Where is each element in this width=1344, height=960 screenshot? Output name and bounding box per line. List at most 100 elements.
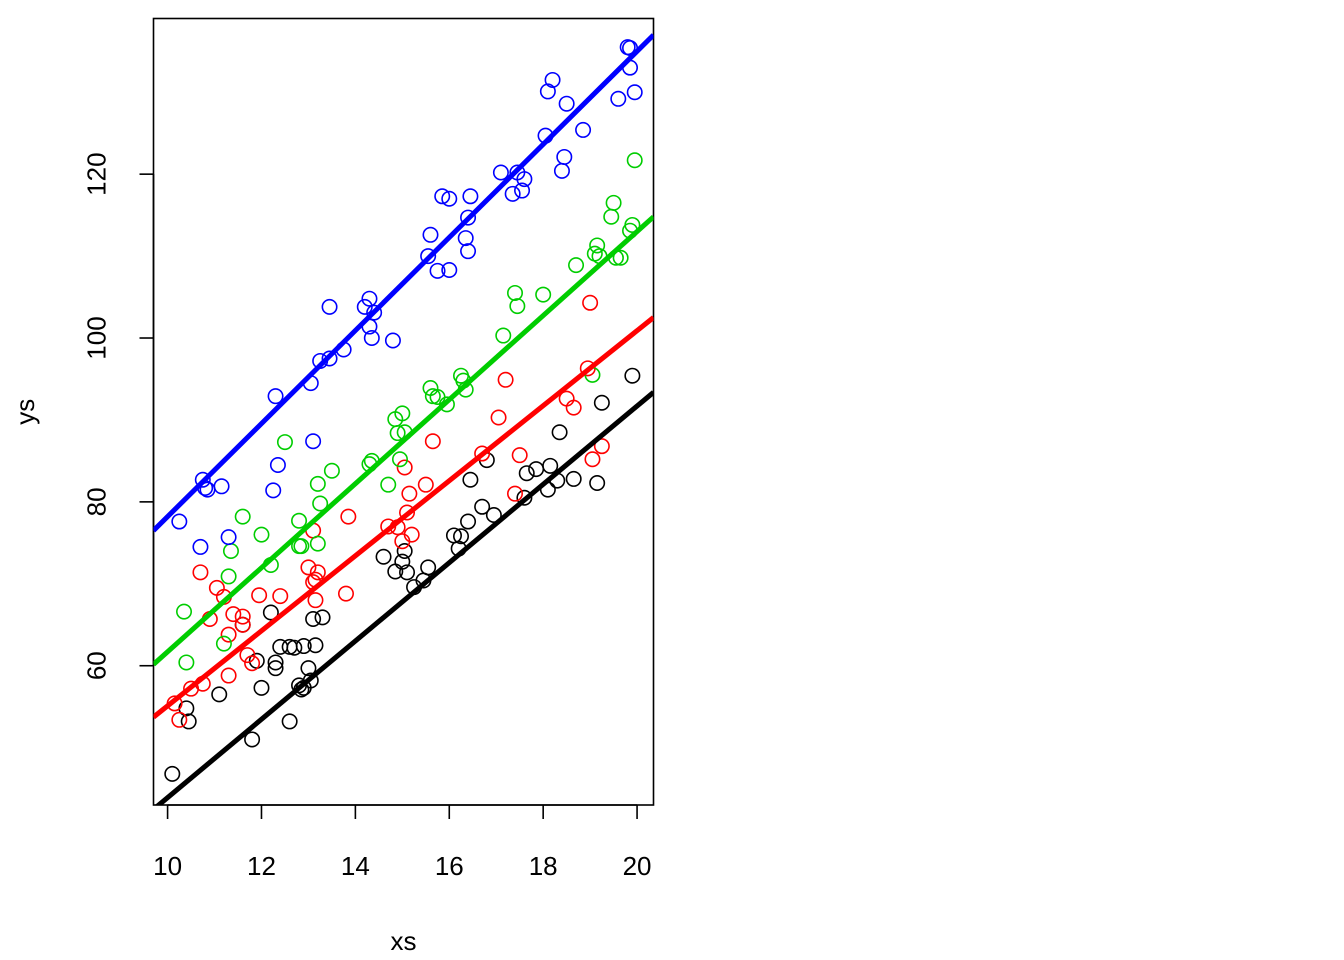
data-point: [460, 513, 477, 530]
data-point: [293, 538, 310, 555]
y-tick-label: 60: [82, 651, 112, 680]
data-point: [164, 765, 181, 782]
y-tick-label: 100: [82, 316, 112, 359]
data-point: [234, 616, 251, 633]
data-point: [399, 564, 416, 581]
data-point: [394, 405, 411, 422]
data-point: [305, 433, 322, 450]
data-point: [307, 637, 324, 654]
data-point: [192, 538, 209, 555]
data-point: [220, 568, 237, 585]
data-point: [380, 476, 397, 493]
data-point: [305, 611, 322, 628]
data-point: [518, 465, 535, 482]
data-point: [593, 438, 610, 455]
regression-line-2: [153, 214, 654, 667]
x-tick-label: 10: [153, 851, 182, 881]
data-point: [582, 294, 599, 311]
x-axis: 10 12 14 16 18 20: [153, 804, 652, 881]
data-point: [624, 216, 641, 233]
data-point: [194, 471, 211, 488]
data-point: [251, 587, 268, 604]
data-point: [626, 152, 643, 169]
data-point: [281, 713, 298, 730]
data-point: [363, 330, 380, 347]
data-point: [422, 379, 439, 396]
data-point: [399, 504, 416, 521]
data-point: [438, 396, 455, 413]
data-point: [485, 506, 502, 523]
data-point: [239, 647, 256, 664]
data-point: [497, 371, 514, 388]
data-point: [366, 304, 383, 321]
x-tick-label: 18: [529, 851, 558, 881]
data-point: [314, 609, 331, 626]
data-point: [225, 606, 242, 623]
data-point: [535, 286, 552, 303]
data-point: [220, 626, 237, 643]
data-point: [267, 660, 284, 677]
data-point: [553, 162, 570, 179]
data-point: [321, 350, 338, 367]
data-point: [180, 713, 197, 730]
data-point: [544, 71, 561, 88]
data-point: [272, 588, 289, 605]
data-point: [401, 485, 418, 502]
x-tick-label: 14: [341, 851, 370, 881]
data-point: [211, 686, 228, 703]
series-3: [171, 39, 643, 555]
data-point: [507, 284, 524, 301]
data-point: [462, 188, 479, 205]
data-point: [253, 679, 270, 696]
data-point: [516, 171, 533, 188]
data-point: [244, 655, 261, 672]
data-point: [542, 457, 559, 474]
data-point: [417, 476, 434, 493]
data-point: [511, 447, 528, 464]
data-point: [441, 262, 458, 279]
data-point: [269, 457, 286, 474]
data-point: [222, 543, 239, 560]
data-point: [323, 462, 340, 479]
data-point: [171, 513, 188, 530]
data-point: [286, 639, 303, 656]
data-point: [495, 327, 512, 344]
data-point: [589, 237, 606, 254]
data-point: [309, 535, 326, 552]
data-point: [396, 543, 413, 560]
x-tick-label: 16: [435, 851, 464, 881]
data-point: [215, 635, 232, 652]
data-point: [504, 185, 521, 202]
data-point: [267, 388, 284, 405]
data-point: [460, 209, 477, 226]
data-point: [356, 298, 373, 315]
data-point: [300, 660, 317, 677]
data-point: [420, 559, 437, 576]
data-point: [422, 226, 439, 243]
data-point: [626, 84, 643, 101]
data-point: [171, 711, 188, 728]
data-point: [528, 461, 545, 478]
series-0: [164, 367, 641, 782]
series-layer: [153, 33, 654, 805]
data-point: [295, 638, 312, 655]
data-point: [234, 608, 251, 625]
y-axis: 60 80 100 120: [82, 152, 155, 680]
data-point: [612, 249, 629, 266]
data-point: [234, 508, 251, 525]
data-point: [558, 95, 575, 112]
data-point: [593, 394, 610, 411]
data-point: [539, 83, 556, 100]
y-tick-label: 80: [82, 487, 112, 516]
data-point: [610, 90, 627, 107]
data-point: [309, 475, 326, 492]
data-point: [509, 298, 526, 315]
data-point: [551, 424, 568, 441]
data-point: [624, 367, 641, 384]
data-point: [312, 495, 329, 512]
data-point: [424, 433, 441, 450]
data-point: [253, 526, 270, 543]
x-tick-label: 12: [247, 851, 276, 881]
data-point: [514, 182, 531, 199]
data-point: [516, 489, 533, 506]
